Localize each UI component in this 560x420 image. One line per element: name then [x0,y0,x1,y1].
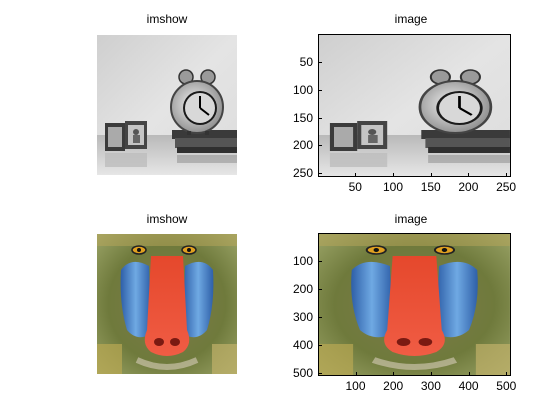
y-tick-mark [318,288,322,290]
x-tick-label: 100 [382,180,404,194]
mandrill-picture-axes [319,234,510,375]
x-tick-mark [506,372,508,376]
x-tick-label: 500 [496,379,517,393]
y-tick-label: 50 [299,54,313,69]
x-tick-label: 200 [383,379,404,393]
y-tick-label: 200 [292,138,313,153]
x-tick-mark [430,173,432,177]
x-tick-label: 100 [345,379,366,393]
x-tick-label: 200 [458,180,479,194]
y-tick-label: 100 [292,253,313,268]
mandrill-picture [97,234,237,374]
panel-3-title: imshow [146,212,188,226]
y-tick-label: 400 [292,337,313,352]
panel-3-image [97,234,237,374]
y-tick-label: 300 [292,309,313,324]
y-tick-mark [318,61,322,63]
x-tick-label: 300 [420,379,441,393]
x-tick-mark [430,372,432,376]
x-tick-label: 400 [458,379,479,393]
clock-scene-picture-axes [319,35,510,176]
panel-2-title: image [394,12,428,26]
y-tick-label: 500 [292,365,313,380]
y-tick-mark [318,316,322,318]
x-tick-mark [468,173,470,177]
x-tick-label: 50 [348,180,362,194]
y-tick-label: 150 [292,110,313,125]
x-tick-mark [393,173,394,177]
x-tick-mark [355,173,357,177]
y-tick-mark [318,89,322,91]
x-tick-label: 250 [496,180,517,194]
clock-scene-picture [97,35,237,175]
x-tick-mark [393,372,395,376]
x-tick-label: 150 [420,180,441,194]
y-tick-label: 200 [292,281,313,296]
panel-4-axes [318,233,511,376]
y-tick-mark [318,344,322,346]
y-tick-label: 100 [292,82,313,97]
x-tick-mark [355,372,357,376]
y-tick-mark [318,117,322,119]
y-tick-mark [318,145,322,147]
panel-4-title: image [394,212,428,226]
y-tick-mark [318,372,322,374]
panel-1-title: imshow [146,12,188,26]
y-tick-mark [318,173,322,175]
panel-1-image [97,35,237,175]
y-tick-mark [318,260,322,262]
x-tick-mark [506,173,508,177]
y-tick-label: 250 [292,166,313,181]
panel-2-axes [318,34,511,177]
x-tick-mark [468,372,470,376]
